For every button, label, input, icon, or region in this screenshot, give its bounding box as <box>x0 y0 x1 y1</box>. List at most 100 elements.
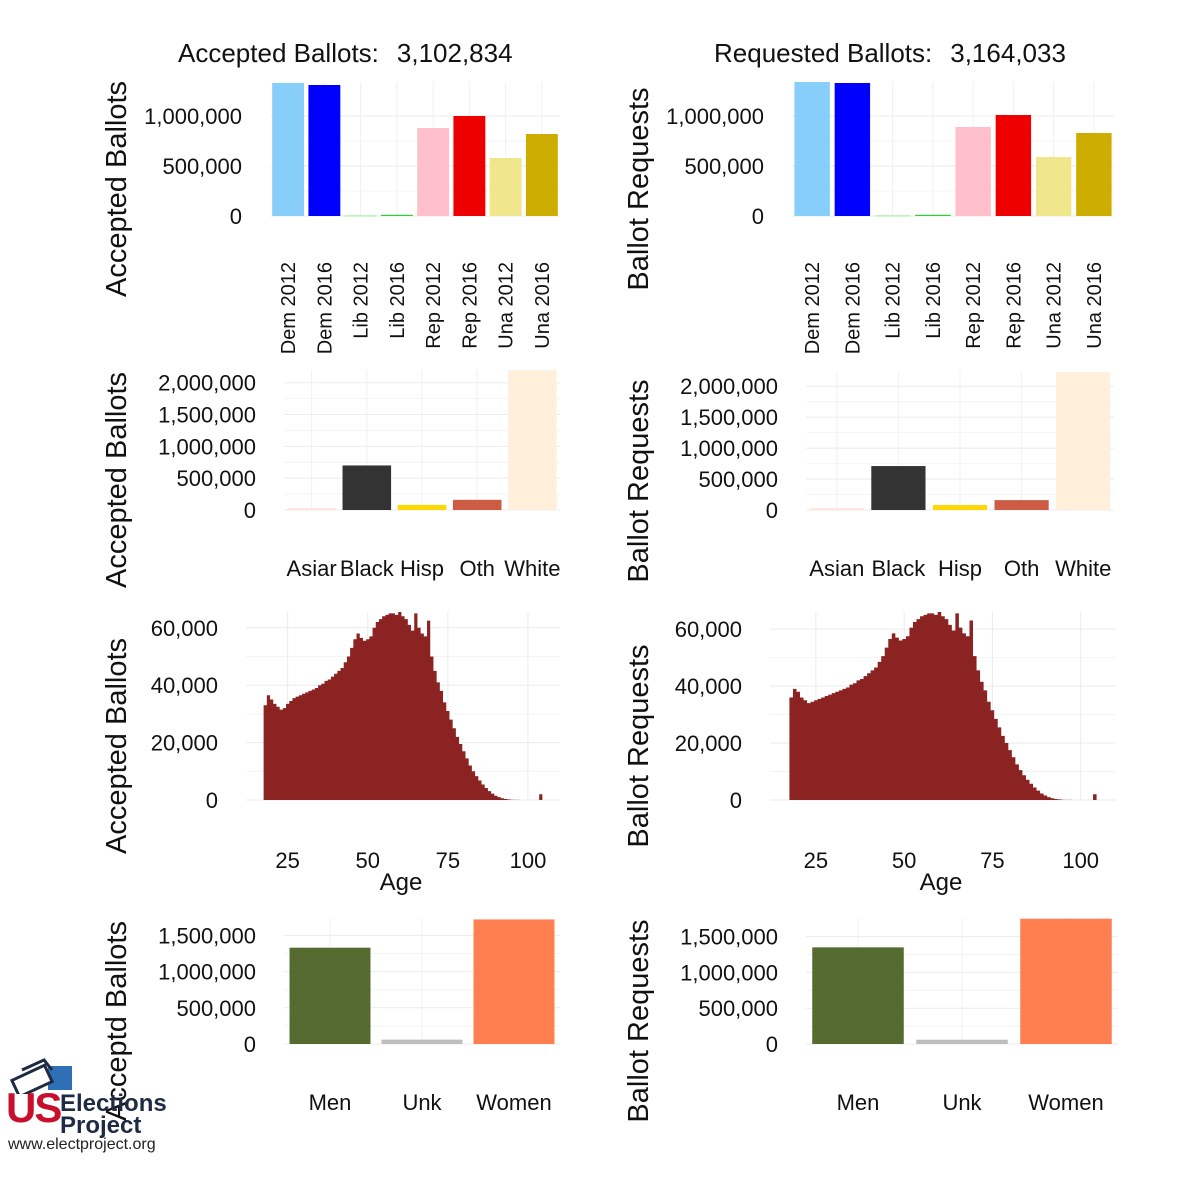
party-accepted-category-label: Una 2012 <box>496 262 518 349</box>
age-requested-xtick-label: 25 <box>804 848 828 873</box>
age-accepted-ytick-label: 0 <box>206 788 218 813</box>
party-requested-category-label: Dem 2012 <box>802 262 824 354</box>
race-accepted-ytick-label: 2,000,000 <box>158 371 256 396</box>
party-accepted-bar <box>272 83 305 216</box>
party-accepted-ytick-label: 1,000,000 <box>144 104 242 129</box>
age-accepted-ytick-label: 20,000 <box>151 731 218 756</box>
party-accepted-category-label: Una 2016 <box>532 262 554 349</box>
party-accepted-bar <box>417 128 450 216</box>
party-requested-category-label: Una 2012 <box>1044 262 1066 349</box>
party-accepted-bar <box>489 158 522 216</box>
requested-title-value: 3,164,033 <box>950 38 1066 68</box>
party-accepted-category-label: Lib 2016 <box>387 262 409 339</box>
accepted-ballots-title: Accepted Ballots: 3,102,834 <box>178 38 513 69</box>
age-requested-xlabel: Age <box>920 869 963 896</box>
party-accepted-category-label: Rep 2016 <box>459 262 481 349</box>
party-requested-ylabel: Ballot Requests <box>623 87 655 290</box>
age-requested-ytick-label: 0 <box>730 788 742 813</box>
gender-requested-ylabel: Ballot Requests <box>623 919 655 1122</box>
race-accepted-ytick-label: 1,000,000 <box>158 434 256 459</box>
race-requested-ylabel: Ballot Requests <box>623 379 655 582</box>
gender-requested-category-label: Women <box>1028 1090 1103 1115</box>
age-accepted-xtick-label: 50 <box>356 848 380 873</box>
race-accepted-ytick-label: 1,500,000 <box>158 403 256 428</box>
party-accepted-ytick-label: 500,000 <box>162 154 242 179</box>
logo-us: US <box>6 1084 62 1131</box>
race-accepted-bar <box>342 465 392 510</box>
gender-requested-ytick-label: 0 <box>766 1032 778 1057</box>
race-accepted-category-label: Oth <box>459 556 494 581</box>
race-requested-category-label: Oth <box>1004 556 1039 581</box>
age-requested-area-series <box>789 612 1101 800</box>
gender-accepted-bar <box>289 947 371 1044</box>
age-accepted-xlabel: Age <box>380 869 423 896</box>
party-requested-bar <box>794 82 830 216</box>
logo-project: Project <box>60 1112 142 1139</box>
requested-ballots-title: Requested Ballots: 3,164,033 <box>714 38 1066 69</box>
race-accepted-ylabel: Accepted Ballots <box>101 372 133 588</box>
party-requested-bar <box>1076 133 1112 216</box>
race-requested-ytick-label: 2,000,000 <box>680 374 778 399</box>
age-accepted-xtick-label: 75 <box>436 848 460 873</box>
race-requested-ytick-label: 1,500,000 <box>680 405 778 430</box>
race-accepted-ytick-label: 500,000 <box>176 466 256 491</box>
gender-accepted-ytick-label: 0 <box>244 1032 256 1057</box>
gender-requested-ytick-label: 1,500,000 <box>680 925 778 950</box>
race-requested-bar <box>994 500 1049 510</box>
race-requested-ytick-label: 0 <box>766 498 778 523</box>
age-requested-ylabel: Ballot Requests <box>623 644 655 847</box>
gender-accepted-bar <box>381 1039 463 1044</box>
race-accepted-category-label: White <box>504 556 560 581</box>
race-requested-category-label: White <box>1055 556 1111 581</box>
age-accepted-xtick-label: 25 <box>275 848 299 873</box>
race-requested-ytick-label: 500,000 <box>698 467 778 492</box>
gender-requested-bar <box>916 1039 1008 1044</box>
gender-requested-ytick-label: 1,000,000 <box>680 960 778 985</box>
gender-accepted-category-label: Women <box>476 1090 551 1115</box>
gender-requested-bar <box>1020 918 1112 1044</box>
age-requested-xtick-label: 75 <box>980 848 1004 873</box>
party-requested-bar <box>834 83 871 216</box>
gender-requested-bar <box>812 947 904 1044</box>
gender-accepted-bar <box>473 919 555 1044</box>
race-requested-category-label: Black <box>872 556 927 581</box>
race-accepted-category-label: Black <box>340 556 395 581</box>
party-requested-ytick-label: 1,000,000 <box>666 104 764 129</box>
party-requested-category-label: Lib 2016 <box>923 262 945 339</box>
race-requested-category-label: Asian <box>809 556 864 581</box>
gender-accepted-category-label: Men <box>309 1090 352 1115</box>
race-accepted-ytick-label: 0 <box>244 498 256 523</box>
logo-url: www.electproject.org <box>8 1136 156 1153</box>
party-accepted-bar <box>380 214 413 216</box>
gender-requested-category-label: Unk <box>942 1090 982 1115</box>
party-requested-category-label: Una 2016 <box>1084 262 1106 349</box>
age-requested-ytick-label: 60,000 <box>675 617 742 642</box>
requested-title-label: Requested Ballots: <box>714 38 933 68</box>
logo-elections: Elections <box>60 1090 167 1117</box>
party-accepted-category-label: Dem 2016 <box>314 262 336 354</box>
party-requested-bar <box>1035 157 1072 216</box>
age-requested-ytick-label: 40,000 <box>675 674 742 699</box>
gender-accepted-ytick-label: 1,000,000 <box>158 960 256 985</box>
party-accepted-ytick-label: 0 <box>230 204 242 229</box>
age-accepted-ylabel: Accepted Ballots <box>101 638 133 854</box>
race-accepted-bar <box>452 499 502 510</box>
age-accepted-ytick-label: 60,000 <box>151 616 218 641</box>
accepted-title-label: Accepted Ballots: <box>178 38 379 68</box>
party-accepted-category-label: Lib 2012 <box>351 262 373 339</box>
party-accepted-ylabel: Accepted Ballots <box>101 81 133 297</box>
party-accepted-category-label: Dem 2012 <box>278 262 300 354</box>
party-requested-category-label: Lib 2012 <box>883 262 905 339</box>
party-accepted-bar <box>453 116 486 216</box>
race-requested-bar <box>809 508 864 510</box>
age-requested-ytick-label: 20,000 <box>675 731 742 756</box>
accepted-title-value: 3,102,834 <box>396 38 513 68</box>
race-requested-category-label: Hisp <box>938 556 982 581</box>
gender-accepted-ytick-label: 500,000 <box>176 996 256 1021</box>
party-requested-bar <box>995 115 1032 216</box>
race-requested-bar <box>1056 372 1111 510</box>
party-accepted-bar <box>344 215 377 217</box>
party-accepted-bar <box>525 134 558 216</box>
gender-accepted-ylabel: Acceptd Ballots <box>101 921 133 1121</box>
